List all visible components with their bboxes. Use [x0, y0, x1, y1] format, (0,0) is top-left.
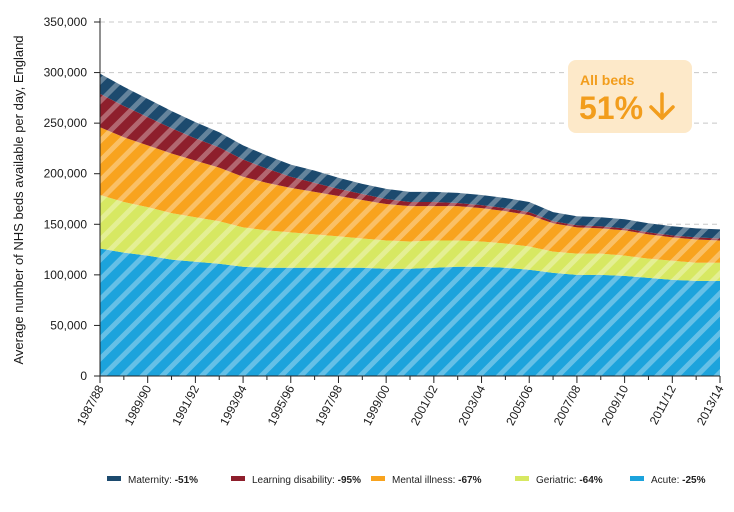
y-tick-label: 0 [80, 369, 87, 383]
x-tick-label: 2011/12 [647, 383, 679, 427]
callout-title: All beds [580, 72, 635, 88]
legend-item-maternity: Maternity: -51% [107, 475, 198, 486]
legend-label: Maternity: -51% [128, 475, 198, 486]
legend: Maternity: -51% Learning disability: -95%… [107, 475, 706, 486]
legend-label: Geriatric: -64% [536, 475, 603, 486]
legend-label: Mental illness: -67% [392, 475, 482, 486]
y-tick-label: 250,000 [44, 116, 88, 130]
x-axis-ticks: 1987/88 1989/90 1991/92 1993/94 1995/96 1997/… [74, 376, 727, 428]
legend-swatch [630, 476, 644, 481]
x-tick-label: 2003/04 [455, 383, 488, 428]
y-tick-label: 100,000 [44, 268, 88, 282]
x-tick-label: 2007/08 [551, 383, 584, 428]
x-tick-label: 1989/90 [122, 383, 155, 428]
stacked-areas [100, 73, 720, 376]
all-beds-callout: All beds 51% [568, 60, 692, 133]
x-tick-label: 2001/02 [408, 383, 441, 428]
legend-swatch [107, 476, 121, 481]
legend-label: Acute: -25% [651, 475, 706, 486]
legend-swatch [371, 476, 385, 481]
legend-item-acute: Acute: -25% [630, 475, 706, 486]
legend-swatch [231, 476, 245, 481]
legend-item-geriatric: Geriatric: -64% [515, 475, 603, 486]
x-tick-label: 1999/00 [360, 383, 393, 428]
y-tick-label: 150,000 [44, 217, 88, 231]
y-axis-label: Average number of NHS beds available per… [11, 35, 26, 364]
x-tick-label: 1987/88 [74, 383, 107, 428]
legend-item-mental-illness: Mental illness: -67% [371, 475, 482, 486]
y-tick-label: 50,000 [50, 318, 87, 332]
x-tick-label: 1995/96 [265, 383, 298, 428]
legend-swatch [515, 476, 529, 481]
area-mental-illness [100, 127, 720, 263]
area-acute [100, 248, 720, 376]
area-learning-disability [100, 93, 720, 241]
y-tick-label: 300,000 [44, 66, 88, 80]
x-tick-label: 2005/06 [503, 383, 536, 428]
y-axis-ticks: 0 50,000 100,000 150,000 200,000 250,000 300,0… [44, 15, 100, 383]
area-geriatric [100, 194, 720, 281]
x-tick-label: 1997/98 [312, 383, 345, 428]
x-tick-label: 1993/94 [217, 383, 250, 428]
y-tick-label: 200,000 [44, 167, 88, 181]
callout-value: 51% [579, 90, 643, 126]
x-tick-label: 1991/92 [169, 383, 202, 428]
x-tick-label: 2013/14 [694, 383, 727, 428]
legend-item-learning-disability: Learning disability: -95% [231, 475, 361, 486]
y-tick-label: 350,000 [44, 15, 88, 29]
legend-label: Learning disability: -95% [252, 475, 361, 486]
down-arrow-icon [649, 92, 675, 120]
x-tick-label: 2009/10 [599, 383, 632, 428]
